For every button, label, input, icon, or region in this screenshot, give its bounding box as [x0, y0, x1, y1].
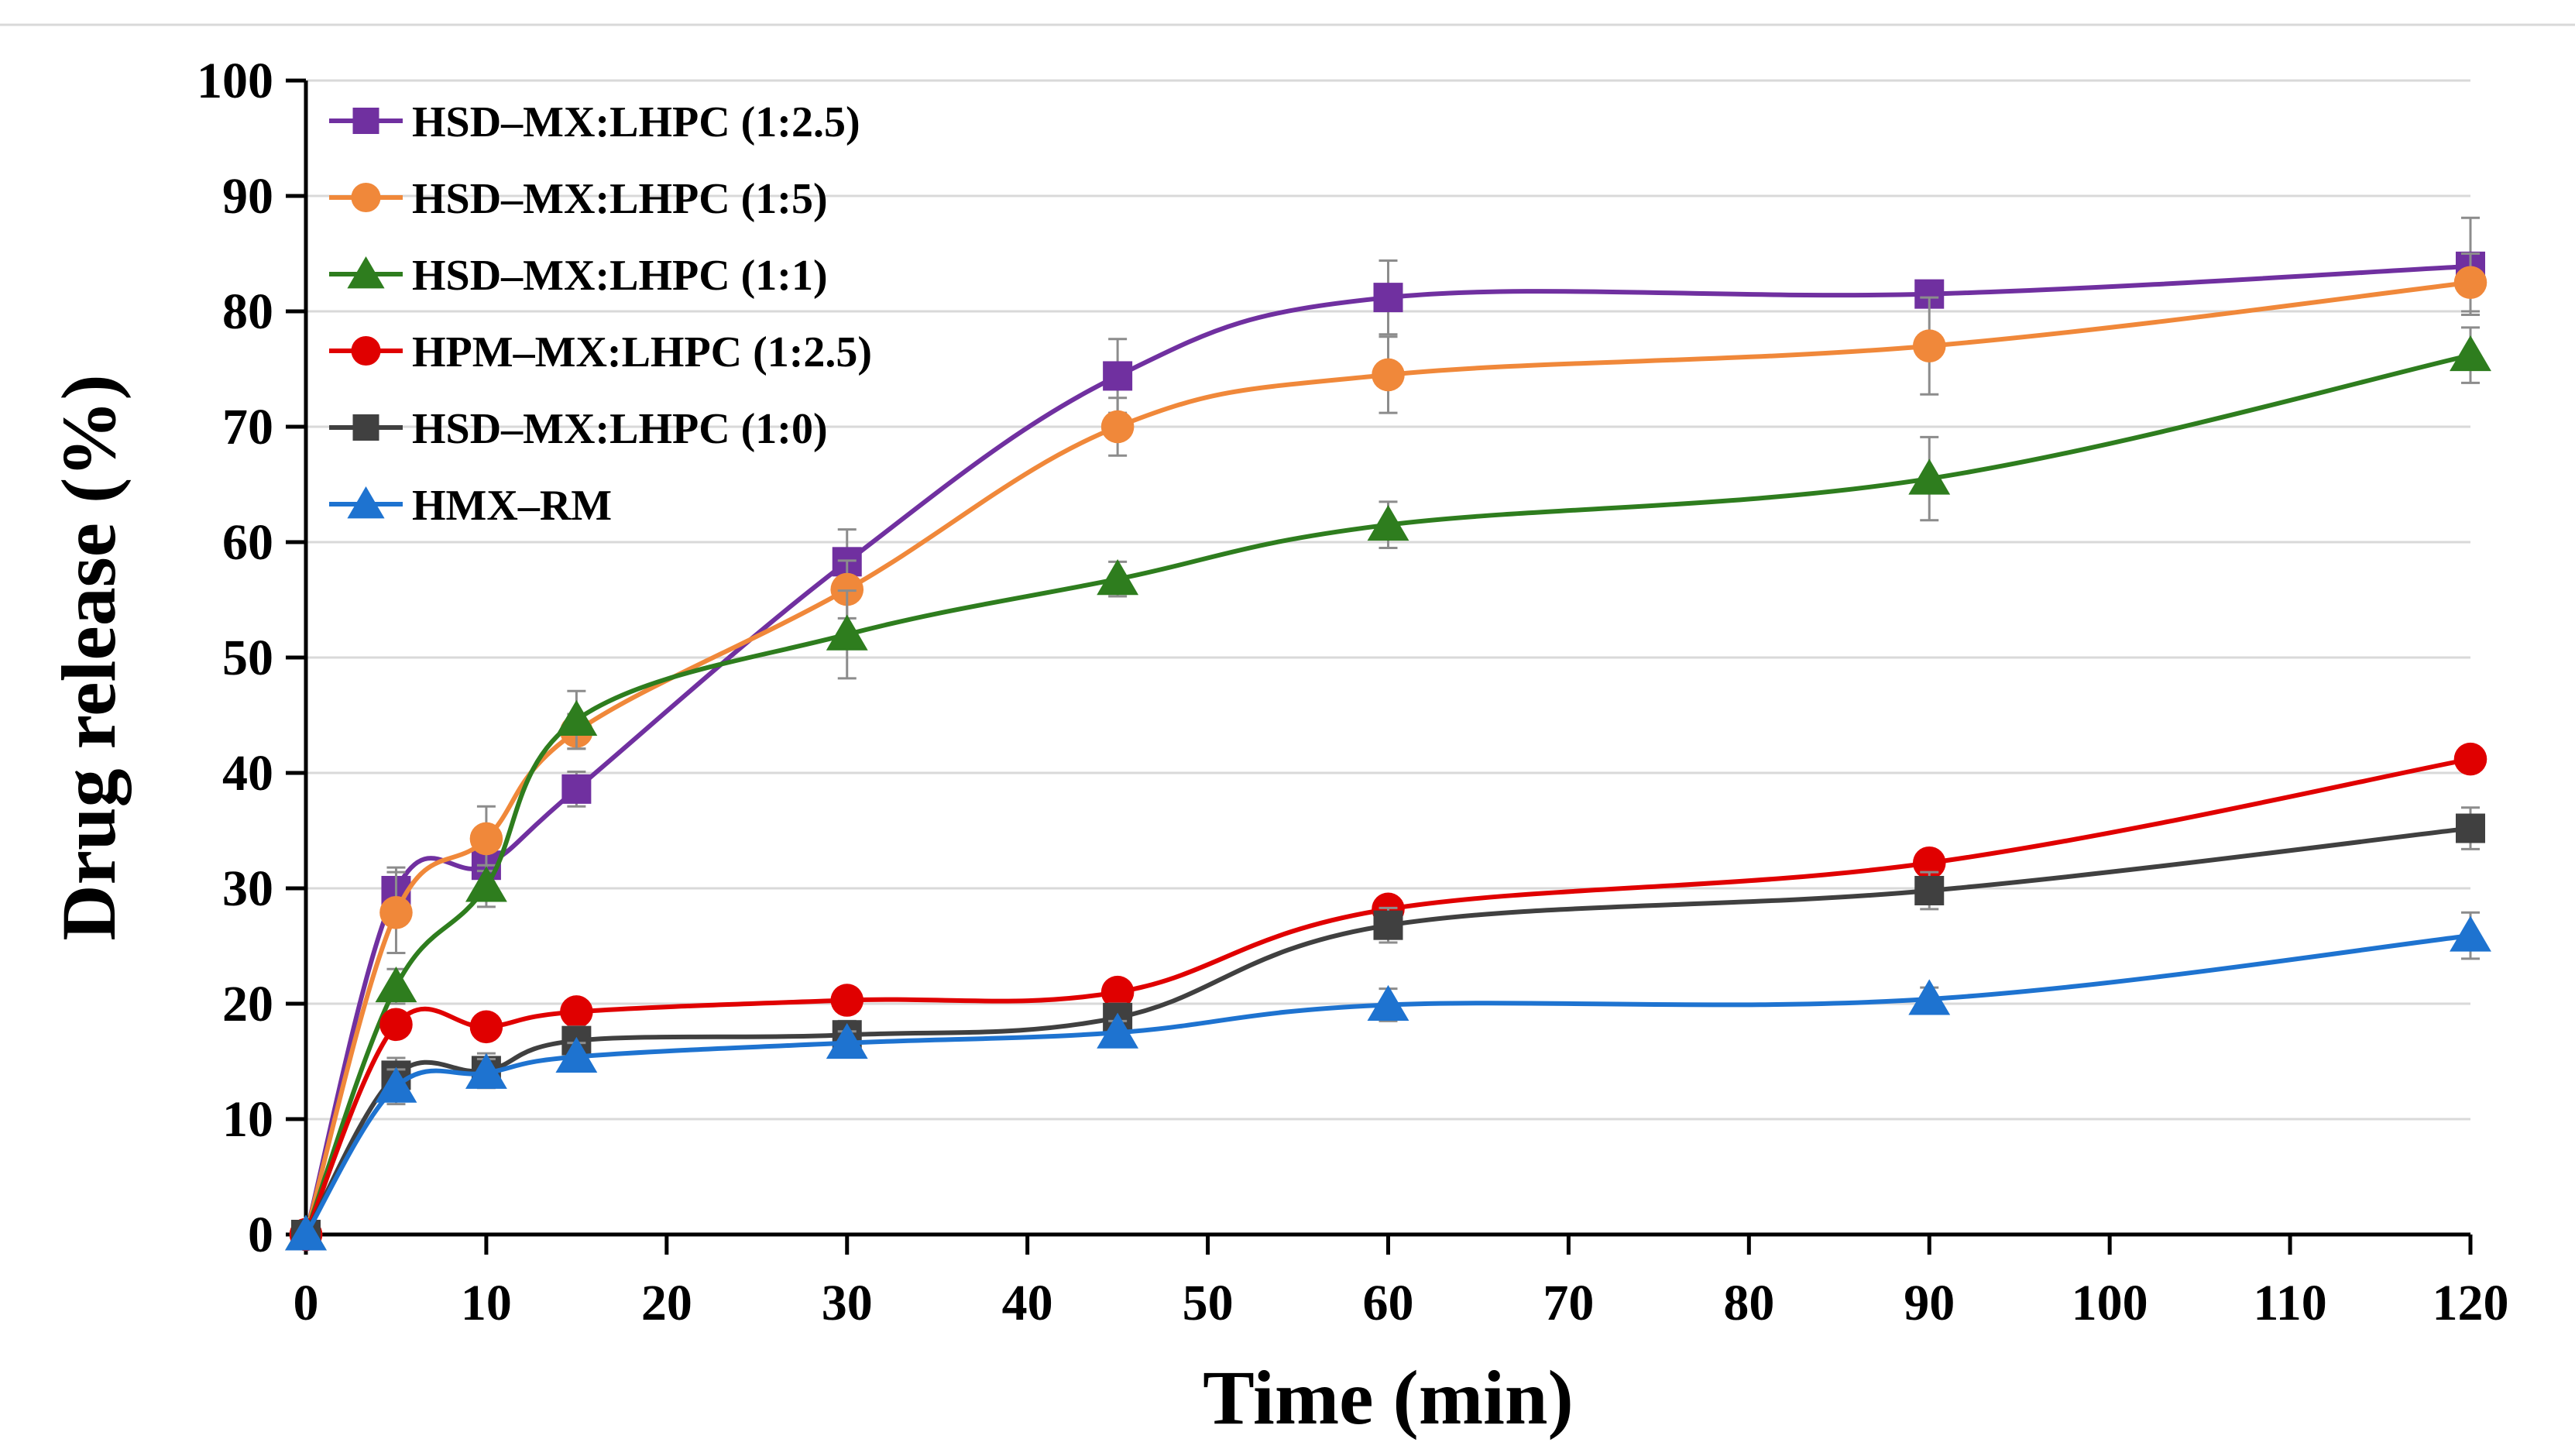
x-tick-label: 10 — [461, 1275, 512, 1331]
x-tick-label: 70 — [1543, 1275, 1594, 1331]
legend-label: HSD–MX:LHPC (1:5) — [412, 175, 828, 223]
x-tick-label: 60 — [1363, 1275, 1414, 1331]
series-line — [304, 352, 2471, 1236]
legend-entry: HSD–MX:LHPC (1:0) — [329, 405, 828, 453]
legend-marker — [351, 335, 381, 366]
data-point — [1100, 410, 1135, 444]
y-tick-label: 80 — [222, 283, 273, 340]
x-tick-label: 80 — [1723, 1275, 1774, 1331]
data-point — [826, 614, 868, 651]
data-point — [375, 1066, 417, 1103]
data-point — [1912, 329, 1946, 362]
y-tick-label: 0 — [248, 1207, 273, 1263]
y-tick-label: 50 — [222, 630, 273, 686]
data-point — [379, 896, 413, 929]
legend-marker — [347, 486, 385, 519]
y-tick-label: 20 — [222, 976, 273, 1032]
data-point — [1097, 1012, 1139, 1049]
x-tick-label: 50 — [1183, 1275, 1234, 1331]
data-point — [1372, 358, 1405, 392]
data-point — [469, 822, 503, 856]
y-tick-label: 90 — [222, 168, 273, 225]
legend-entry: HSD–MX:LHPC (1:5) — [329, 175, 828, 223]
legend-label: HSD–MX:LHPC (1:2.5) — [412, 98, 860, 146]
data-point — [555, 1036, 598, 1073]
y-tick-label: 40 — [222, 745, 273, 802]
legend-marker — [352, 108, 379, 134]
data-point — [560, 995, 593, 1028]
series-3 — [285, 326, 2491, 1251]
data-point — [1908, 979, 1951, 1015]
data-point — [1097, 559, 1139, 596]
data-point — [2450, 915, 2491, 952]
x-tick-label: 90 — [1904, 1275, 1955, 1331]
legend-label: HSD–MX:LHPC (1:0) — [412, 405, 828, 453]
data-point — [1908, 458, 1951, 495]
legend-marker — [352, 414, 379, 441]
x-tick-label: 0 — [294, 1275, 319, 1331]
data-point — [465, 866, 507, 902]
x-axis-title: Time (min) — [1203, 1355, 1574, 1441]
data-point — [2453, 266, 2487, 300]
x-tick-label: 20 — [641, 1275, 692, 1331]
y-tick-label: 100 — [197, 53, 273, 109]
data-point — [1103, 361, 1133, 391]
legend: HSD–MX:LHPC (1:2.5) HSD–MX:LHPC (1:5) HSD–… — [329, 98, 872, 530]
gridlines — [306, 79, 2470, 1121]
data-point — [1367, 505, 1409, 541]
axes: 0 10 20 30 40 50 60 70 80 90 100 0 10 20 30 40 50 60 70 80 9… — [197, 53, 2509, 1331]
legend-marker — [351, 182, 381, 213]
legend-marker — [347, 256, 385, 289]
data-point — [2456, 813, 2485, 843]
legend-entry: HSD–MX:LHPC (1:2.5) — [329, 98, 860, 146]
legend-label: HMX–RM — [412, 482, 612, 530]
data-point — [379, 1008, 413, 1042]
series-lines — [285, 216, 2491, 1252]
data-point — [561, 774, 592, 804]
data-point — [1373, 910, 1403, 940]
x-tick-label: 30 — [822, 1275, 873, 1331]
series-6 — [285, 911, 2491, 1251]
y-axis-title: Drug release (%) — [46, 374, 132, 940]
data-point — [375, 967, 417, 1003]
data-point — [1100, 975, 1135, 1009]
x-tick-label: 110 — [2253, 1275, 2326, 1331]
y-tick-label: 10 — [222, 1091, 273, 1148]
legend-entry: HPM–MX:LHPC (1:2.5) — [329, 328, 872, 376]
data-point — [555, 699, 598, 736]
legend-label: HPM–MX:LHPC (1:2.5) — [412, 328, 872, 376]
data-point — [285, 1214, 327, 1251]
legend-label: HSD–MX:LHPC (1:1) — [412, 252, 828, 300]
y-tick-label: 70 — [222, 399, 273, 455]
data-point — [1914, 875, 1945, 905]
data-point — [469, 1010, 503, 1044]
series-5 — [291, 806, 2485, 1249]
series-line — [304, 933, 2471, 1236]
x-tick-label: 100 — [2072, 1275, 2148, 1331]
y-tick-label: 30 — [222, 860, 273, 917]
data-point — [826, 1023, 868, 1059]
legend-entry: HMX–RM — [329, 482, 612, 530]
data-point — [830, 984, 864, 1017]
x-tick-label: 40 — [1002, 1275, 1053, 1331]
x-tick-label: 120 — [2433, 1275, 2509, 1331]
data-point — [2453, 742, 2487, 776]
y-tick-label: 60 — [222, 514, 273, 571]
data-point — [1367, 984, 1409, 1022]
legend-entry: HSD–MX:LHPC (1:1) — [329, 252, 828, 300]
data-point — [2450, 335, 2491, 372]
data-point — [465, 1053, 507, 1089]
data-point — [1373, 283, 1403, 313]
